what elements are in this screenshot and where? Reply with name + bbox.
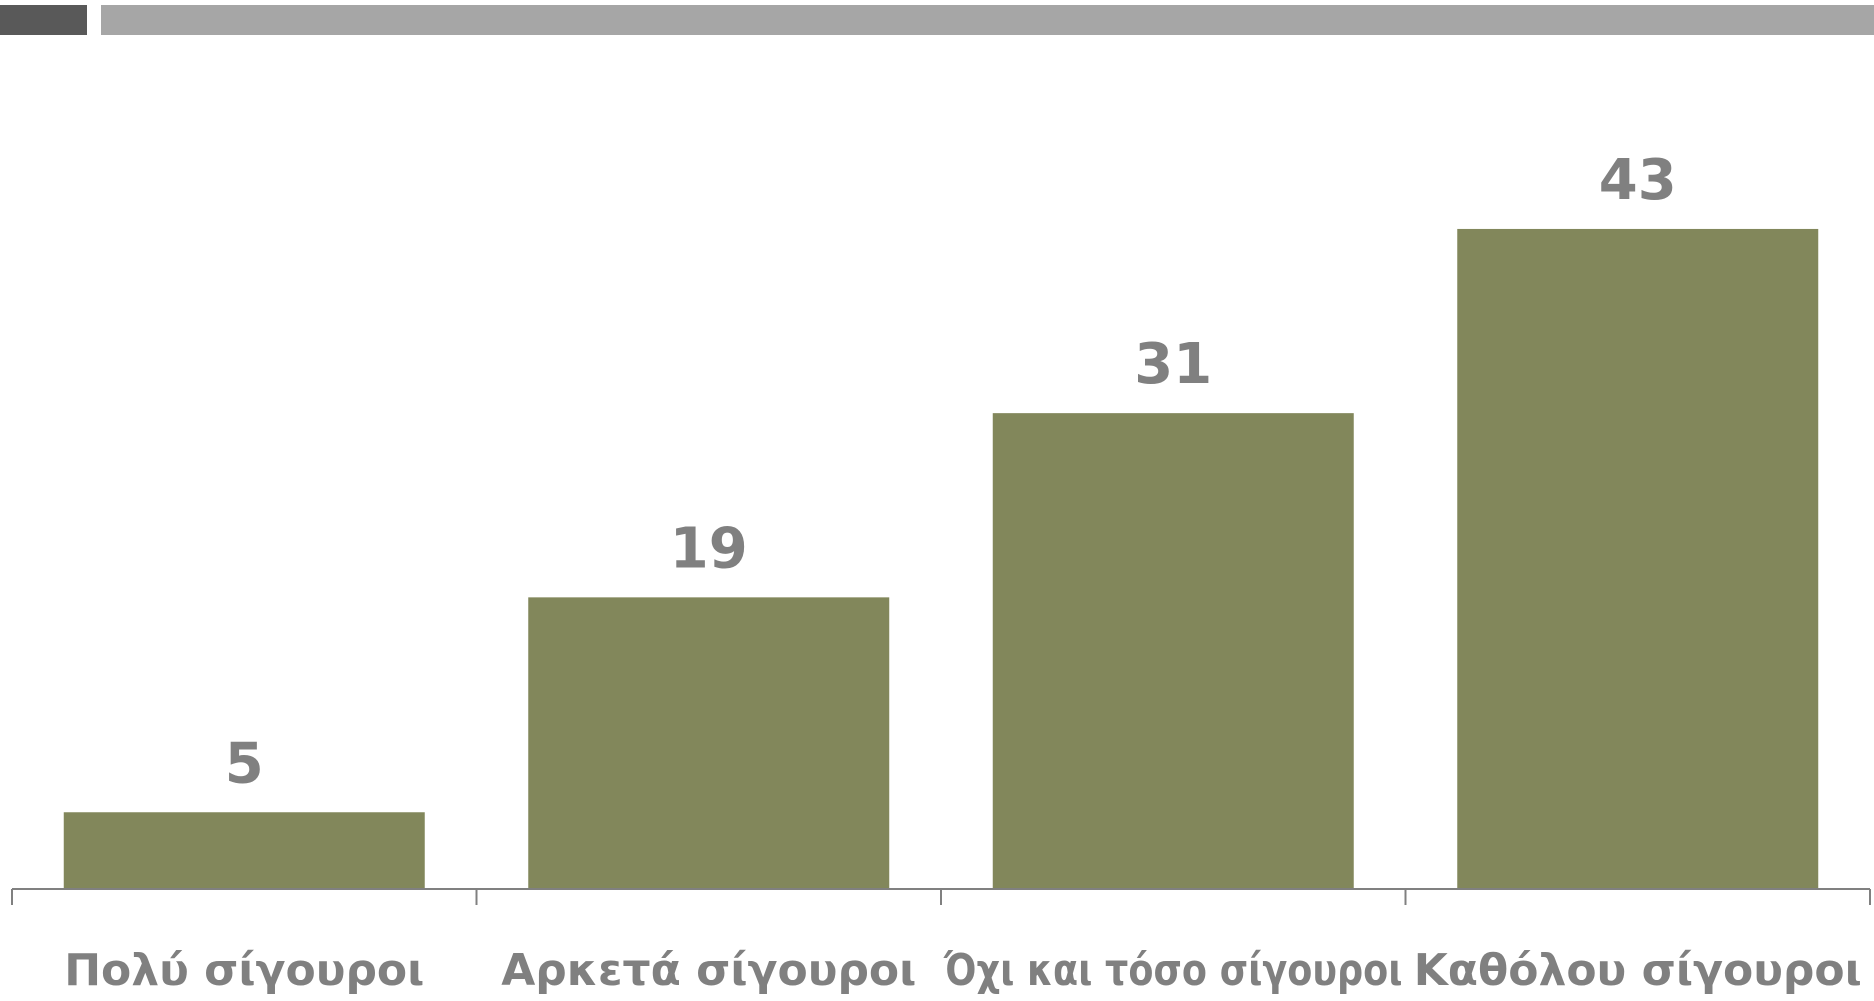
bar-3 — [992, 413, 1354, 889]
x-tick-label: Πολύ σίγουροι — [64, 945, 424, 996]
x-tick-label: Αρκετά σίγουροι — [501, 945, 916, 996]
bar-value-label: 43 — [1599, 148, 1677, 213]
header-accent-bar-dark — [0, 5, 87, 35]
header-accent-bar-light — [101, 5, 1874, 35]
bar-4 — [1457, 228, 1819, 889]
bars-layer — [63, 228, 1819, 889]
x-axis — [11, 888, 1871, 905]
x-tick-label: Καθόλου σίγουροι — [1414, 945, 1862, 996]
bar-value-label: 19 — [670, 516, 748, 581]
bar-2 — [528, 597, 890, 889]
x-tick-label: Όχι και τόσο σίγουροι — [943, 945, 1402, 996]
bar-value-label: 31 — [1134, 332, 1212, 397]
bar-value-label: 5 — [225, 731, 264, 796]
bar-1 — [63, 812, 425, 889]
labels-layer: 5 Πολύ σίγουροι 19 Αρκετά σίγουροι 31 Όχι και… — [64, 148, 1862, 996]
